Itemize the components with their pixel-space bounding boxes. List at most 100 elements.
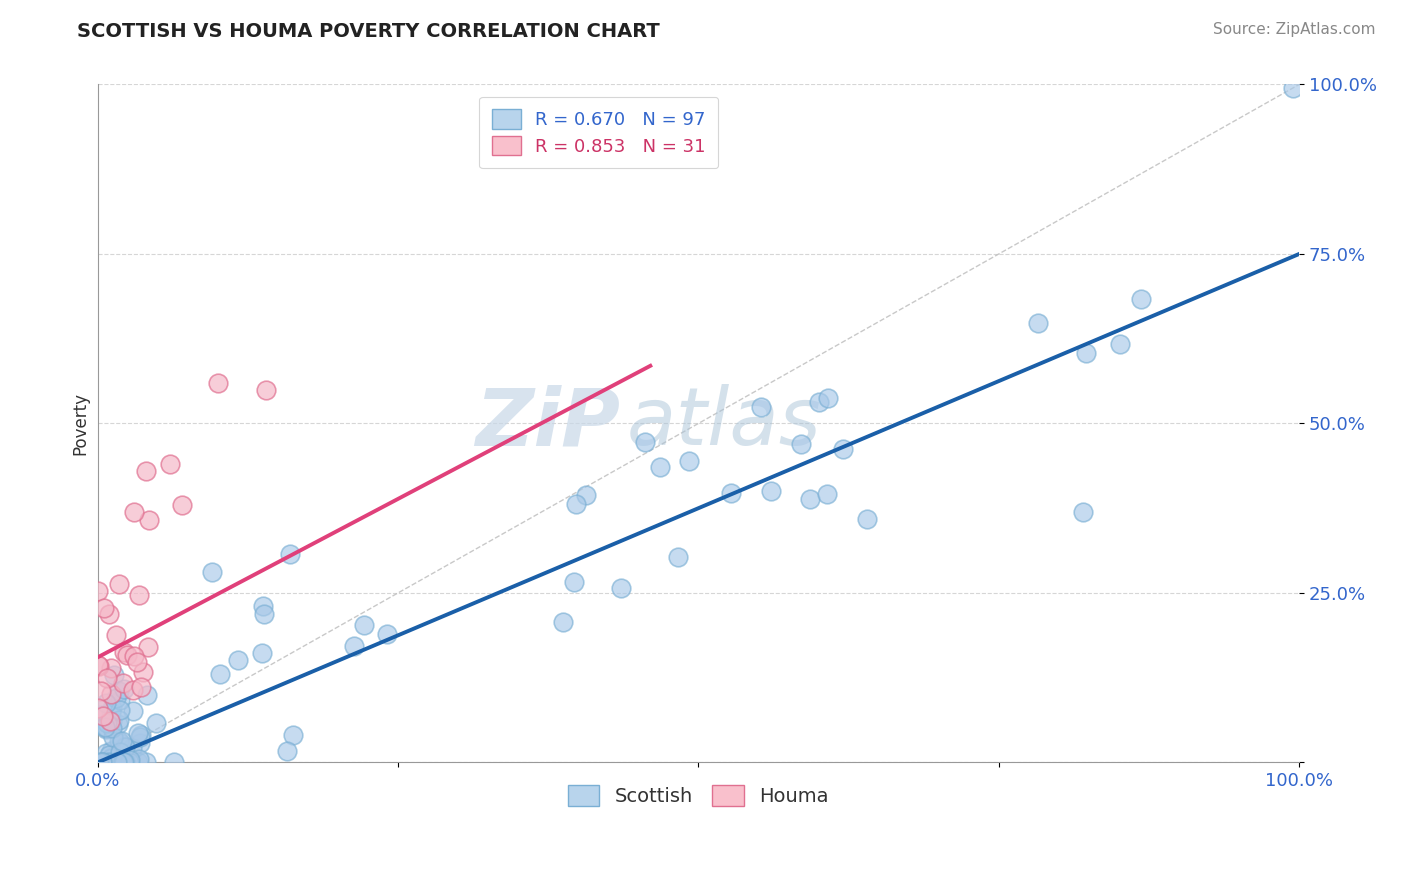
Point — [100, 714, 122, 728]
Point — [115, 648, 138, 662]
Point — [353, 618, 375, 632]
Point — [650, 459, 672, 474]
Point — [112, 645, 135, 659]
Point — [100, 687, 122, 701]
Point — [122, 505, 145, 519]
Point — [105, 691, 128, 706]
Point — [250, 646, 273, 660]
Point — [96, 715, 118, 730]
Point — [108, 734, 131, 748]
Point — [343, 639, 366, 653]
Point — [1074, 346, 1097, 360]
Point — [94, 720, 117, 734]
Point — [94, 747, 117, 761]
Point — [89, 756, 111, 770]
Point — [114, 739, 136, 754]
Point — [127, 655, 149, 669]
Point — [97, 607, 120, 621]
Point — [101, 721, 124, 735]
Point — [104, 756, 127, 770]
Point — [91, 756, 114, 770]
Point — [122, 649, 145, 664]
Point — [103, 747, 125, 762]
Point — [1026, 316, 1049, 330]
Point — [759, 484, 782, 499]
Point — [1282, 80, 1305, 95]
Point — [96, 722, 118, 736]
Point — [281, 728, 304, 742]
Point — [128, 736, 150, 750]
Point — [749, 401, 772, 415]
Point — [107, 577, 129, 591]
Point — [138, 513, 160, 527]
Point — [114, 756, 136, 770]
Point — [162, 756, 184, 770]
Point — [118, 753, 141, 767]
Point — [112, 756, 135, 770]
Point — [111, 676, 134, 690]
Point — [108, 736, 131, 750]
Point — [87, 659, 110, 673]
Point — [97, 756, 120, 770]
Point — [108, 713, 131, 727]
Point — [145, 715, 167, 730]
Point — [610, 581, 633, 595]
Point — [201, 566, 224, 580]
Point — [127, 756, 149, 770]
Point — [100, 751, 122, 765]
Point — [100, 661, 122, 675]
Point — [94, 756, 117, 770]
Point — [111, 756, 134, 770]
Point — [122, 682, 145, 697]
Point — [278, 547, 301, 561]
Text: ZiP: ZiP — [475, 384, 620, 462]
Point — [105, 628, 128, 642]
Point — [96, 721, 118, 735]
Point — [128, 752, 150, 766]
Point — [112, 681, 135, 696]
Point — [855, 512, 877, 526]
Point — [720, 486, 742, 500]
Point — [131, 665, 153, 679]
Point — [108, 703, 131, 717]
Point — [108, 683, 131, 698]
Point — [111, 734, 134, 748]
Point — [135, 756, 157, 770]
Legend: Scottish, Houma: Scottish, Houma — [561, 777, 837, 814]
Point — [108, 693, 131, 707]
Point — [98, 714, 121, 728]
Point — [91, 756, 114, 770]
Point — [110, 745, 132, 759]
Point — [107, 717, 129, 731]
Point — [97, 748, 120, 763]
Point — [831, 442, 853, 456]
Point — [207, 376, 229, 390]
Point — [789, 437, 811, 451]
Point — [94, 696, 117, 710]
Point — [228, 653, 250, 667]
Point — [90, 707, 112, 722]
Point — [276, 743, 298, 757]
Point — [112, 739, 135, 754]
Point — [562, 574, 585, 589]
Point — [208, 666, 231, 681]
Point — [551, 615, 574, 629]
Point — [808, 394, 831, 409]
Point — [93, 601, 115, 615]
Point — [634, 435, 657, 450]
Point — [128, 588, 150, 602]
Point — [100, 743, 122, 757]
Point — [91, 709, 114, 723]
Point — [135, 464, 157, 478]
Point — [253, 607, 276, 621]
Point — [127, 725, 149, 739]
Point — [91, 756, 114, 770]
Point — [1071, 505, 1094, 519]
Point — [122, 705, 145, 719]
Point — [105, 756, 128, 770]
Point — [252, 599, 274, 613]
Point — [565, 497, 588, 511]
Point — [131, 728, 153, 742]
Point — [1109, 337, 1132, 351]
Point — [136, 640, 159, 654]
